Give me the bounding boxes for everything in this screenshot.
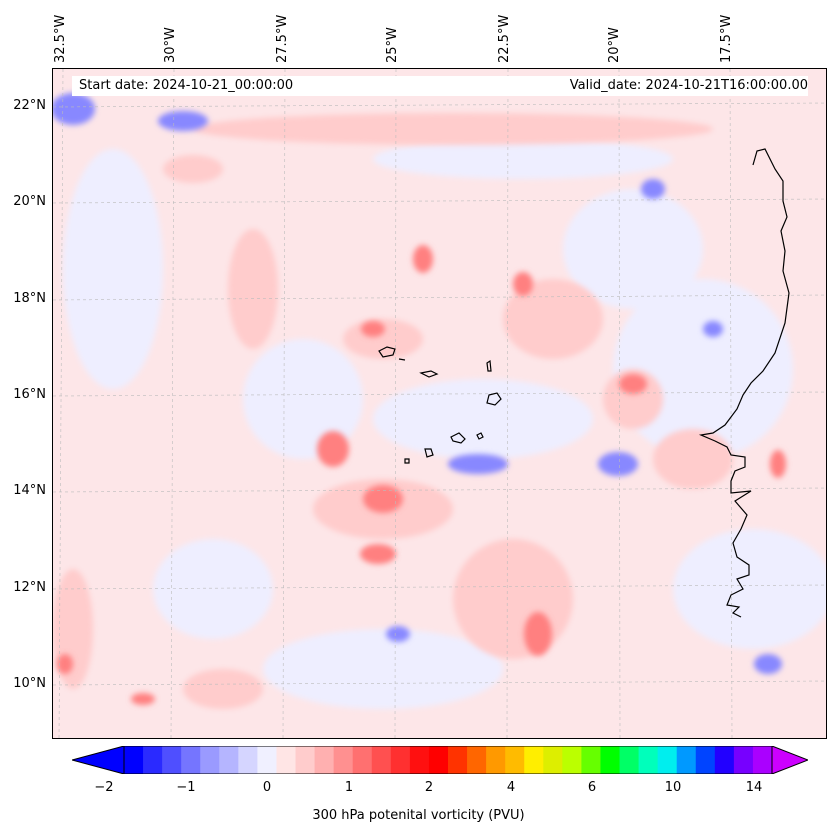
- colorbar-swatch: [695, 746, 716, 774]
- colorbar-tick: −2: [94, 780, 114, 795]
- map-panel: [52, 68, 827, 739]
- graticule: [53, 69, 826, 738]
- colorbar-swatch: [676, 746, 697, 774]
- coastline-islands: [378, 346, 502, 464]
- colorbar-swatch: [733, 746, 754, 774]
- lat-label-10n: 10°N: [13, 676, 46, 691]
- lat-label-18n: 18°N: [13, 291, 46, 306]
- header-band: [72, 76, 808, 96]
- colorbar-swatch: [143, 746, 163, 774]
- colorbar-swatch: [200, 746, 220, 774]
- colorbar-swatch: [276, 746, 297, 774]
- colorbar-tick: 6: [587, 780, 597, 795]
- colorbar-tick: 0: [262, 780, 272, 795]
- pv-field-positive-strong: [57, 245, 786, 705]
- colorbar-swatch: [428, 746, 449, 774]
- lon-label-20w: 20°W: [607, 27, 622, 63]
- colorbar-tick: −1: [176, 780, 196, 795]
- colorbar-swatch: [238, 746, 258, 774]
- colorbar-swatch: [371, 746, 392, 774]
- lat-label-14n: 14°N: [13, 483, 46, 498]
- colorbar-swatch: [714, 746, 735, 774]
- colorbar-swatches: [124, 746, 773, 774]
- colorbar-over-arrow: [771, 746, 808, 774]
- colorbar-tick: 1: [344, 780, 354, 795]
- colorbar-tick: 4: [506, 780, 516, 795]
- colorbar-swatch: [562, 746, 582, 774]
- colorbar-swatch: [486, 746, 506, 774]
- colorbar-swatch: [390, 746, 411, 774]
- lon-label-30w: 30°W: [163, 27, 178, 63]
- pv-field-negative-weak: [63, 139, 826, 709]
- lon-label-17-5w: 17.5°W: [719, 14, 734, 63]
- colorbar-swatch: [619, 746, 640, 774]
- colorbar-swatch: [467, 746, 487, 774]
- pv-field-map: [53, 69, 826, 738]
- lon-label-25w: 25°W: [385, 27, 400, 63]
- colorbar-swatch: [257, 746, 277, 774]
- lat-label-16n: 16°N: [13, 387, 46, 402]
- valid-date-label: Valid_date: 2024-10-21T16:00:00.00: [569, 78, 808, 93]
- colorbar-swatch: [448, 746, 468, 774]
- pv-field-negative-strong: [53, 93, 782, 674]
- pv-field-positive-weak: [53, 113, 733, 709]
- colorbar-label: 300 hPa potenital vorticity (PVU): [312, 808, 525, 823]
- colorbar-swatch: [409, 746, 430, 774]
- lon-label-22-5w: 22.5°W: [497, 14, 512, 63]
- colorbar-swatch: [181, 746, 201, 774]
- coastline-africa: [698, 148, 790, 618]
- colorbar-tick: 14: [745, 780, 763, 795]
- colorbar-swatch: [162, 746, 182, 774]
- colorbar-swatch: [752, 746, 773, 774]
- colorbar-tick: 10: [664, 780, 682, 795]
- colorbar-swatch: [333, 746, 354, 774]
- start-date-label: Start date: 2024-10-21_00:00:00: [79, 78, 294, 93]
- lat-label-12n: 12°N: [13, 580, 46, 595]
- colorbar-swatch: [219, 746, 239, 774]
- colorbar-swatch: [543, 746, 563, 774]
- colorbar-swatch: [524, 746, 544, 774]
- colorbar-under-arrow: [72, 746, 125, 774]
- colorbar-swatch: [657, 746, 678, 774]
- colorbar-swatch: [295, 746, 316, 774]
- lon-label-27-5w: 27.5°W: [275, 14, 290, 63]
- lat-label-20n: 20°N: [13, 194, 46, 209]
- colorbar-swatch: [124, 746, 144, 774]
- colorbar-swatch: [600, 746, 621, 774]
- colorbar-swatch: [581, 746, 601, 774]
- colorbar-swatch: [352, 746, 373, 774]
- colorbar-swatch: [314, 746, 335, 774]
- colorbar-tick: 2: [424, 780, 434, 795]
- lon-label-32-5w: 32.5°W: [53, 14, 68, 63]
- lat-label-22n: 22°N: [13, 98, 46, 113]
- colorbar-swatch: [638, 746, 659, 774]
- colorbar-swatch: [505, 746, 525, 774]
- colorbar: [72, 746, 808, 774]
